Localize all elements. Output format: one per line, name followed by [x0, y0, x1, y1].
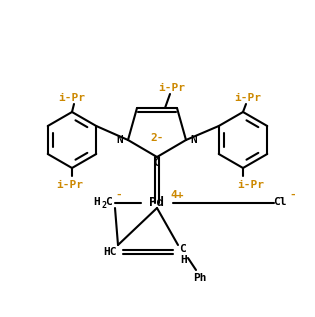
Text: i-Pr: i-Pr	[59, 93, 85, 103]
Text: Pd: Pd	[150, 197, 164, 210]
Text: Ph: Ph	[193, 273, 207, 283]
Text: -: -	[116, 190, 122, 200]
Text: i-Pr: i-Pr	[238, 180, 265, 190]
Text: 2: 2	[101, 202, 106, 210]
Text: Cl: Cl	[273, 197, 287, 207]
Text: i-Pr: i-Pr	[56, 180, 83, 190]
Text: i-Pr: i-Pr	[234, 93, 261, 103]
Text: C: C	[179, 244, 185, 254]
Text: H: H	[94, 197, 100, 207]
Text: HC: HC	[103, 247, 117, 257]
Text: H: H	[180, 255, 187, 265]
Text: i-Pr: i-Pr	[158, 83, 186, 93]
Text: 4+: 4+	[170, 190, 184, 200]
Text: -: -	[289, 190, 296, 200]
Text: C: C	[154, 158, 160, 168]
Text: N: N	[191, 135, 198, 145]
Text: 2-: 2-	[150, 133, 164, 143]
Text: N: N	[117, 135, 123, 145]
Text: C: C	[106, 197, 112, 207]
